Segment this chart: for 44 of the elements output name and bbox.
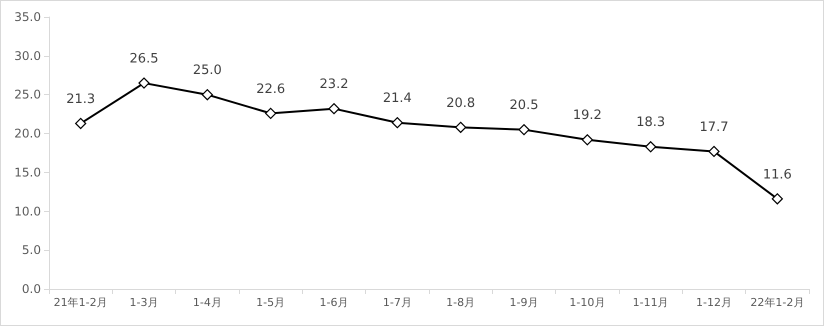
x-tick-label: 1-7月: [382, 296, 412, 309]
x-tick-label: 22年1-2月: [750, 296, 804, 309]
x-tick-label: 1-11月: [632, 296, 669, 309]
x-tick-label: 1-3月: [130, 296, 158, 309]
data-label: 18.3: [636, 115, 666, 130]
point: [772, 193, 783, 204]
x-tick-label: 21年1-2月: [54, 296, 108, 309]
y-tick-label: 30.0: [14, 48, 41, 63]
x-tick-label: 1-8月: [446, 296, 476, 309]
point: [75, 118, 86, 130]
point: [645, 141, 656, 152]
y-tick-label: 25.0: [14, 88, 41, 102]
point: [202, 89, 213, 100]
data-label: 11.6: [762, 167, 792, 182]
point: [455, 122, 466, 133]
data-label: 25.0: [192, 63, 222, 78]
data-label: 21.4: [382, 91, 412, 106]
point: [392, 117, 403, 128]
data-label: 21.3: [66, 92, 96, 107]
x-tick-label: 1-5月: [256, 296, 286, 309]
x-tick-label: 1-12月: [696, 296, 732, 309]
y-tick-label: 0.0: [22, 282, 41, 296]
point: [265, 108, 276, 119]
data-label: 26.5: [130, 51, 158, 66]
data-label: 22.6: [256, 82, 286, 97]
point: [582, 134, 593, 146]
point: [328, 103, 340, 114]
data-label: 20.8: [446, 96, 476, 111]
y-tick-label: 5.0: [22, 243, 41, 258]
x-tick-label: 1-4月: [192, 296, 222, 309]
y-tick-label: 15.0: [14, 165, 41, 180]
data-label: 19.2: [572, 108, 602, 124]
x-tick-label: 1-10月: [569, 296, 606, 309]
y-tick-label: 20.0: [14, 126, 41, 141]
x-tick-label: 1-6月: [320, 296, 348, 309]
data-label: 23.2: [320, 77, 348, 92]
point: [518, 124, 530, 136]
data-label: 17.7: [700, 120, 728, 135]
x-tick-label: 1-9月: [510, 296, 538, 309]
point: [138, 77, 150, 89]
data-label: 20.5: [510, 98, 538, 114]
y-tick-label: 10.0: [14, 204, 41, 218]
point: [708, 146, 720, 158]
y-tick-label: 35.0: [14, 10, 41, 24]
